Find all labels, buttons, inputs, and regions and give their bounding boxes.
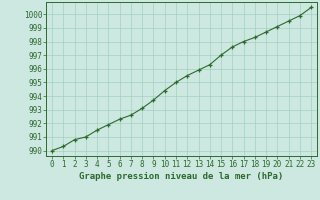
X-axis label: Graphe pression niveau de la mer (hPa): Graphe pression niveau de la mer (hPa) [79,172,284,181]
